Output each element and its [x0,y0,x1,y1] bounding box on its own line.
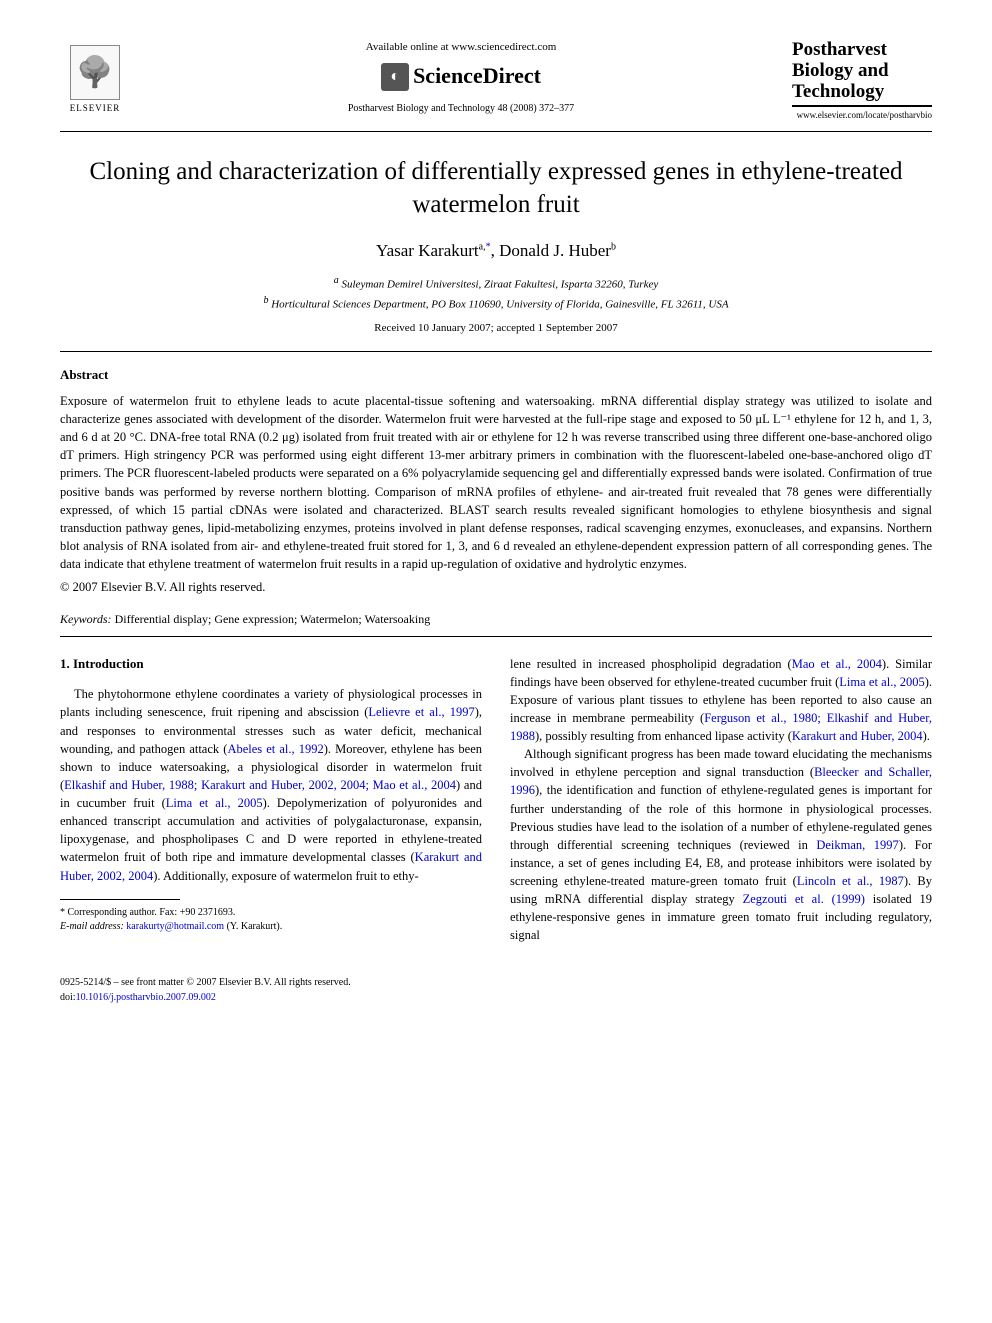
intro-paragraph-2: Although significant progress has been m… [510,745,932,944]
divider [60,351,932,352]
citation-link[interactable]: Zegzouti et al. (1999) [743,892,865,906]
two-column-body: 1. Introduction The phytohormone ethylen… [60,655,932,945]
front-matter-line: 0925-5214/$ – see front matter © 2007 El… [60,975,932,990]
sciencedirect-logo: ◐ ScienceDirect [130,61,792,92]
citation-link[interactable]: Lincoln et al., 1987 [797,874,904,888]
citation-link[interactable]: Lelievre et al., 1997 [368,705,474,719]
journal-url: www.elsevier.com/locate/postharvbio [792,109,932,122]
email-label: E-mail address: [60,921,124,932]
elsevier-tree-icon [70,45,120,100]
journal-name: Postharvest Biology and Technology [792,40,932,107]
doi-link[interactable]: 10.1016/j.postharvbio.2007.09.002 [76,992,216,1003]
footnote-divider [60,899,180,900]
email-name: (Y. Karakurt). [227,921,283,932]
doi-label: doi: [60,992,76,1003]
author-1: Yasar Karakurt [376,241,479,260]
center-header: Available online at www.sciencedirect.co… [130,40,792,116]
copyright-line: © 2007 Elsevier B.V. All rights reserved… [60,579,932,597]
citation-line: Postharvest Biology and Technology 48 (2… [130,102,792,116]
sd-brand-text: ScienceDirect [413,61,541,92]
corr-author-line: * Corresponding author. Fax: +90 2371693… [60,906,482,920]
email-link[interactable]: karakurty@hotmail.com [126,921,224,932]
citation-link[interactable]: Karakurt and Huber, 2004 [792,729,923,743]
affiliation-a: Suleyman Demirel Universitesi, Ziraat Fa… [342,279,659,291]
intro-paragraph-1: The phytohormone ethylene coordinates a … [60,685,482,884]
author-1-affil: a,* [479,242,491,253]
author-2: Donald J. Huber [499,241,611,260]
left-column: 1. Introduction The phytohormone ethylen… [60,655,482,945]
citation-link[interactable]: Lima et al., 2005 [166,796,263,810]
intro-paragraph-1-cont: lene resulted in increased phospholipid … [510,655,932,746]
keywords-label: Keywords: [60,612,112,626]
elsevier-label: ELSEVIER [70,102,121,115]
intro-heading: 1. Introduction [60,655,482,674]
article-title: Cloning and characterization of differen… [60,156,932,221]
citation-link[interactable]: Elkashif and Huber, 1988; Karakurt and H… [64,778,456,792]
divider [60,636,932,637]
citation-link[interactable]: Abeles et al., 1992 [227,742,323,756]
journal-logo: Postharvest Biology and Technology www.e… [792,40,932,121]
page-footer: 0925-5214/$ – see front matter © 2007 El… [60,975,932,1005]
page-header: ELSEVIER Available online at www.science… [60,40,932,121]
sd-ball-icon: ◐ [381,63,409,91]
citation-link[interactable]: Mao et al., 2004 [792,657,882,671]
citation-link[interactable]: Lima et al., 2005 [839,675,924,689]
keywords-line: Keywords: Differential display; Gene exp… [60,611,932,628]
abstract-text: Exposure of watermelon fruit to ethylene… [60,392,932,573]
citation-link[interactable]: Deikman, 1997 [816,838,898,852]
article-dates: Received 10 January 2007; accepted 1 Sep… [60,321,932,336]
affiliations: a Suleyman Demirel Universitesi, Ziraat … [60,273,932,313]
affiliation-b: Horticultural Sciences Department, PO Bo… [271,299,728,311]
corresponding-footnote: * Corresponding author. Fax: +90 2371693… [60,906,482,934]
right-column: lene resulted in increased phospholipid … [510,655,932,945]
divider [60,131,932,132]
author-list: Yasar Karakurta,*, Donald J. Huberb [60,239,932,263]
abstract-heading: Abstract [60,366,932,384]
elsevier-logo: ELSEVIER [60,40,130,120]
author-2-affil: b [611,242,616,253]
keywords-text: Differential display; Gene expression; W… [115,612,431,626]
corresponding-marker[interactable]: * [486,242,491,253]
available-online-text: Available online at www.sciencedirect.co… [130,40,792,55]
